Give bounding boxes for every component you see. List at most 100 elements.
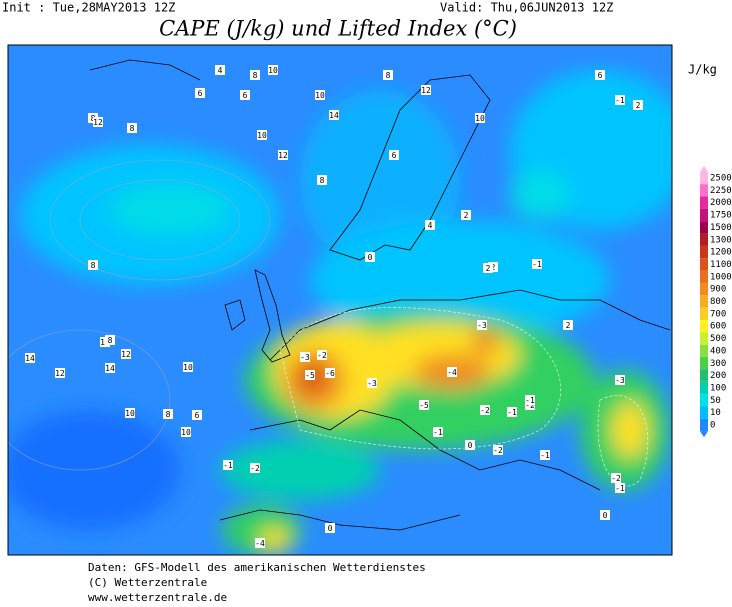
- contour-label: 10: [125, 409, 135, 418]
- contour-label-box: [93, 117, 103, 127]
- contour-label: 8: [130, 124, 135, 133]
- contour-label: -3: [477, 321, 487, 330]
- contour-label: 8: [91, 261, 96, 270]
- contour-label: -1: [223, 461, 233, 470]
- colorbar-segment: [700, 418, 708, 432]
- contour-label: 6: [198, 89, 203, 98]
- contour-label-box: [223, 460, 233, 470]
- contour-label-box: [425, 220, 435, 230]
- contour-label: 0: [368, 253, 373, 262]
- contour-label-box: [615, 375, 625, 385]
- contour-label: -3: [367, 379, 377, 388]
- colorbar-label: 500: [710, 334, 726, 344]
- colorbar-label: 2000: [710, 198, 732, 208]
- colorbar-label: 50: [710, 396, 721, 406]
- contour-label: -3: [300, 353, 310, 362]
- colorbar-label: 2250: [710, 186, 732, 196]
- contour-label-box: [250, 70, 260, 80]
- map-area: 8 8 6 4 10 12 10 8 6 8 10 14 12 10 8 6 10 12 14 10 8 12 14 10 8 6…: [8, 45, 672, 555]
- contour-label: 10: [475, 114, 485, 123]
- contour-label: -5: [419, 401, 429, 410]
- contour-label: 12: [421, 86, 431, 95]
- colorbar-label: 600: [710, 322, 726, 332]
- contour-label-box: [181, 427, 191, 437]
- contour-label: 12: [93, 118, 103, 127]
- contour-label: 8: [108, 336, 113, 345]
- colorbar-segment: [700, 369, 708, 382]
- contour-label-box: [192, 410, 202, 420]
- colorbar-segment: [700, 184, 708, 197]
- contour-label: 2: [486, 264, 491, 273]
- contour-label: 2: [566, 321, 571, 330]
- contour-label-box: [317, 175, 327, 185]
- colorbar-label: 1000: [710, 272, 732, 282]
- contour-label: -2: [525, 401, 535, 410]
- footer-line: www.wetterzentrale.de: [88, 591, 227, 603]
- contour-label-box: [250, 463, 260, 473]
- contour-label: -1: [507, 408, 517, 417]
- contour-label-box: [268, 65, 278, 75]
- contour-label-box: [383, 70, 393, 80]
- contour-label: -6: [325, 369, 335, 378]
- contour-label-box: [447, 367, 457, 377]
- contour-label-box: [365, 252, 375, 262]
- contour-label: -2: [480, 406, 490, 415]
- contour-label: -1: [615, 484, 625, 493]
- contour-label-box: [300, 352, 310, 362]
- footer-line: (C) Wetterzentrale: [88, 576, 207, 589]
- contour-label-box: [465, 440, 475, 450]
- colorbar-label: 1200: [710, 248, 732, 258]
- colorbar-label: 800: [710, 297, 726, 307]
- contour-label-box: [483, 263, 493, 273]
- colorbar-label: 1750: [710, 211, 732, 221]
- colorbar-tip: [700, 431, 708, 438]
- contour-label-box: [125, 408, 135, 418]
- contour-label-box: [475, 113, 485, 123]
- map-title: CAPE (J/kg) und Lifted Index (°C): [159, 17, 517, 41]
- contour-label-box: [419, 400, 429, 410]
- contour-label-box: [163, 409, 173, 419]
- contour-label-box: [595, 70, 605, 80]
- contour-label-box: [127, 123, 137, 133]
- contour-label: -1: [540, 451, 550, 460]
- contour-label-box: [315, 90, 325, 100]
- contour-label-box: [367, 378, 377, 388]
- colorbar-segment: [700, 221, 708, 234]
- contour-label-box: [121, 349, 131, 359]
- contour-label: 12: [121, 350, 131, 359]
- contour-label-box: [540, 450, 550, 460]
- contour-label-box: [195, 88, 205, 98]
- contour-label-box: [325, 368, 335, 378]
- map-frame: [7, 44, 673, 556]
- contour-label-box: [317, 350, 327, 360]
- contour-label-box: [105, 363, 115, 373]
- colorbar-segment: [700, 381, 708, 395]
- contour-label-box: [480, 405, 490, 415]
- contour-label: 14: [105, 364, 115, 373]
- contour-label-box: [525, 395, 535, 405]
- contour-label-box: [611, 473, 621, 483]
- contour-label-box: [25, 353, 35, 363]
- colorbar-label: 0: [710, 421, 715, 431]
- colorbar-segment: [700, 344, 708, 358]
- contour-label-box: [433, 427, 443, 437]
- contour-label: -1: [433, 428, 443, 437]
- colorbar-segment: [700, 394, 708, 407]
- contour-label: 2: [491, 263, 496, 272]
- colorbar-segment: [700, 320, 708, 333]
- contour-label-box: [255, 538, 265, 548]
- contour-label: 6: [243, 91, 248, 100]
- colorbar-label: 1100: [710, 260, 732, 270]
- contour-label: -1: [532, 260, 542, 269]
- contour-label-box: [507, 407, 517, 417]
- colorbar: 2500225020001750150013001200110010009008…: [700, 165, 732, 438]
- contour-label: -2: [493, 446, 503, 455]
- colorbar-label: 300: [710, 359, 726, 369]
- valid-time: Valid: Thu,06JUN2013 12Z: [440, 1, 613, 15]
- contour-label: 2: [636, 101, 641, 110]
- contour-label: 6: [195, 411, 200, 420]
- colorbar-label: 700: [710, 309, 726, 319]
- contour-label: 6: [598, 71, 603, 80]
- colorbar-segment: [700, 171, 708, 185]
- contour-label: -1: [525, 396, 535, 405]
